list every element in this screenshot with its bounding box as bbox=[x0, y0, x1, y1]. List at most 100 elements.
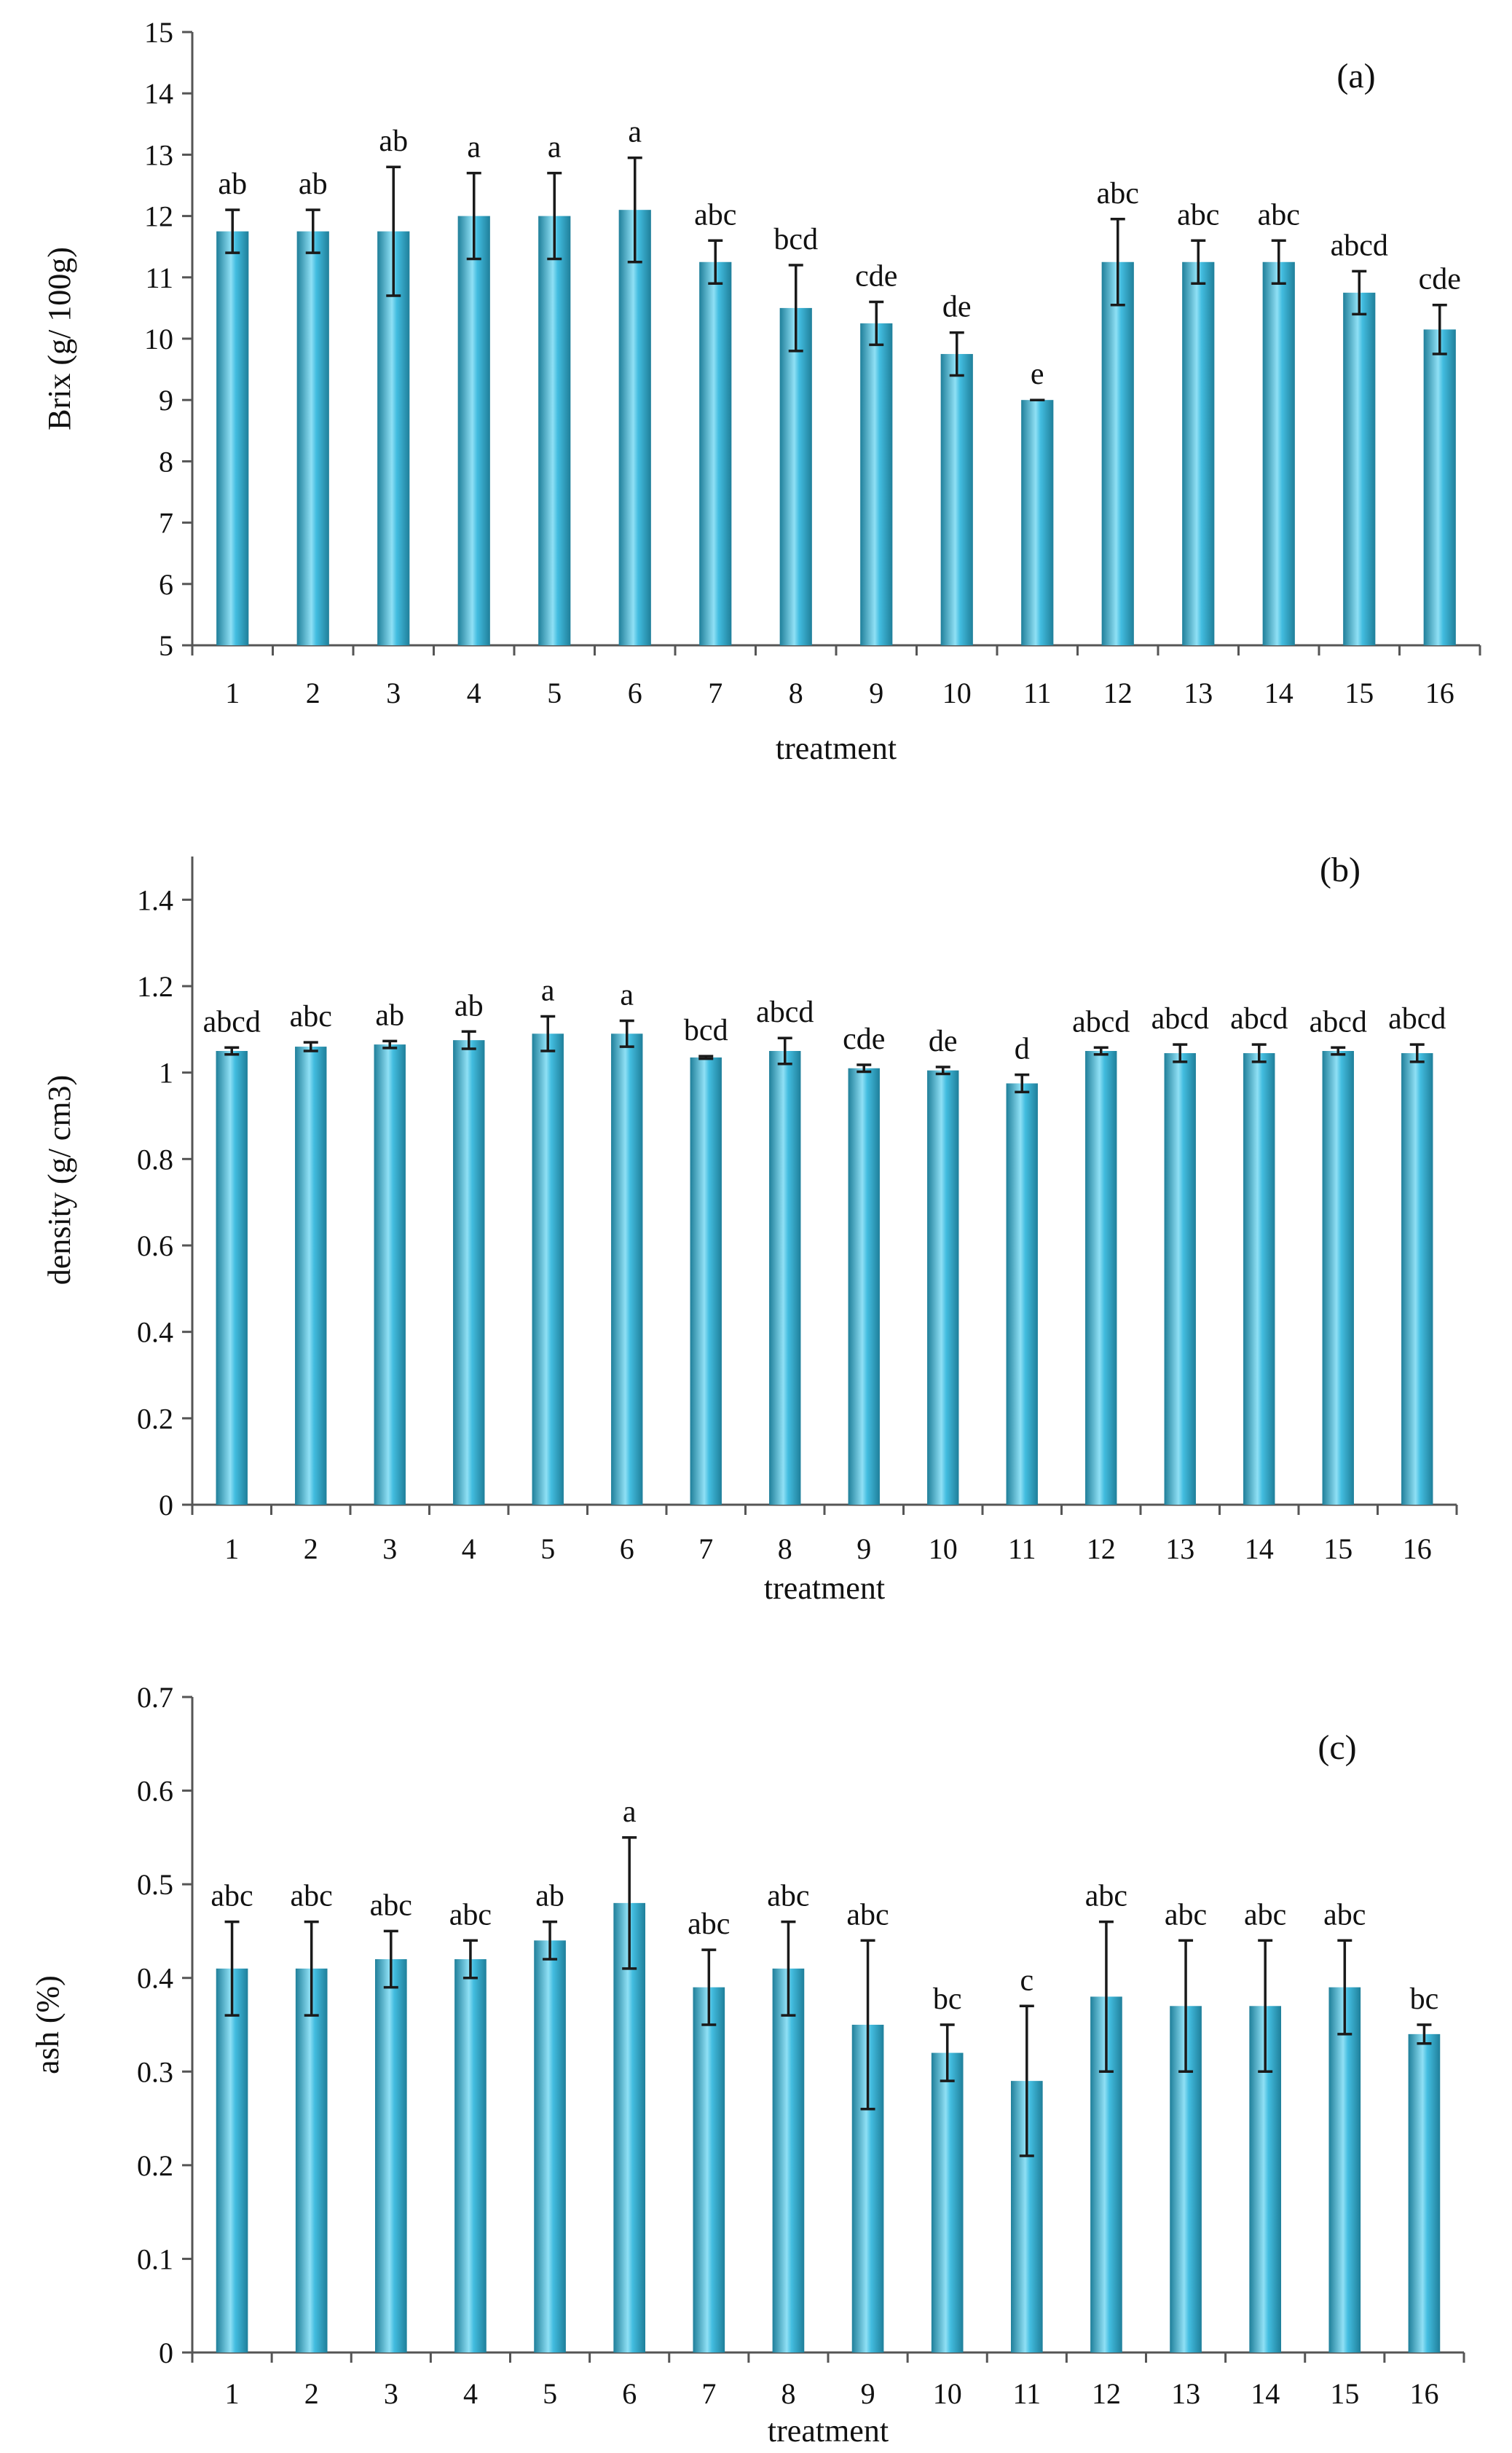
y-tick-label: 11 bbox=[145, 261, 173, 294]
significance-letter-a-16: cde bbox=[1419, 263, 1461, 296]
error-bar-b-5 bbox=[540, 1015, 556, 1052]
bar-c-16 bbox=[1408, 2033, 1441, 2352]
x-tick-label: 10 bbox=[933, 2377, 962, 2410]
bar-a-8 bbox=[779, 307, 812, 645]
y-tick-label: 12 bbox=[144, 200, 173, 233]
bar-a-14 bbox=[1262, 261, 1295, 645]
y-tick-label: 0.4 bbox=[137, 1962, 173, 1995]
significance-letter-b-10: de bbox=[929, 1025, 958, 1058]
x-tick-label: 14 bbox=[1264, 677, 1294, 709]
error-bar-b-16 bbox=[1409, 1043, 1425, 1063]
bar-b-13 bbox=[1164, 1052, 1196, 1505]
significance-letter-c-5: ab bbox=[535, 1880, 564, 1913]
bar-b-6 bbox=[611, 1033, 643, 1505]
error-bar-a-10 bbox=[949, 331, 964, 377]
error-bar-a-2 bbox=[305, 208, 320, 254]
significance-letter-a-3: ab bbox=[379, 125, 408, 158]
bar-b-9 bbox=[848, 1068, 880, 1505]
significance-letter-c-8: abc bbox=[767, 1880, 809, 1913]
significance-letter-b-12: abcd bbox=[1072, 1005, 1130, 1039]
y-tick-label: 0.5 bbox=[137, 1868, 173, 1901]
x-tick-label: 11 bbox=[1013, 2377, 1042, 2410]
y-tick-label: 8 bbox=[159, 445, 173, 478]
x-tick-label: 6 bbox=[628, 677, 642, 709]
x-tick-label: 14 bbox=[1251, 2377, 1280, 2410]
x-tick-label: 7 bbox=[708, 677, 722, 709]
bar-c-7 bbox=[693, 1987, 725, 2352]
significance-letter-b-16: abcd bbox=[1388, 1002, 1446, 1036]
bar-b-2 bbox=[295, 1047, 327, 1505]
bar-c-1 bbox=[216, 1968, 248, 2352]
bar-b-1 bbox=[216, 1051, 248, 1505]
error-bar-b-13 bbox=[1173, 1043, 1188, 1063]
x-axis-title: treatment bbox=[768, 2413, 889, 2449]
error-bar-c-7 bbox=[701, 1948, 717, 2026]
error-bar-b-10 bbox=[935, 1066, 950, 1076]
error-bar-b-9 bbox=[857, 1063, 872, 1074]
bar-a-11 bbox=[1021, 400, 1054, 645]
significance-letter-c-6: a bbox=[623, 1795, 637, 1829]
bar-a-9 bbox=[860, 323, 893, 645]
y-tick-label: 0.6 bbox=[137, 1229, 173, 1262]
x-tick-label: 12 bbox=[1103, 677, 1133, 709]
error-bar-c-13 bbox=[1178, 1939, 1194, 2074]
x-tick-label: 7 bbox=[701, 2377, 716, 2410]
error-bar-b-7 bbox=[698, 1055, 714, 1060]
significance-letter-c-1: abc bbox=[210, 1880, 253, 1913]
bar-b-15 bbox=[1322, 1051, 1354, 1505]
significance-letter-c-12: abc bbox=[1085, 1880, 1127, 1913]
significance-letter-b-4: ab bbox=[454, 989, 484, 1023]
x-tick-label: 9 bbox=[869, 677, 883, 709]
x-axis-title: treatment bbox=[764, 1570, 885, 1606]
x-tick-label: 16 bbox=[1409, 2377, 1438, 2410]
y-tick-label: 0 bbox=[159, 2336, 173, 2369]
x-tick-label: 1 bbox=[224, 1532, 239, 1565]
y-tick-label: 1.4 bbox=[137, 883, 173, 916]
error-bar-b-1 bbox=[224, 1046, 240, 1056]
significance-letter-c-13: abc bbox=[1165, 1898, 1207, 1932]
bar-c-6 bbox=[613, 1902, 646, 2352]
x-tick-label: 15 bbox=[1330, 2377, 1359, 2410]
error-bar-b-14 bbox=[1251, 1043, 1267, 1063]
bar-b-3 bbox=[374, 1044, 406, 1505]
error-bar-a-1 bbox=[225, 208, 240, 254]
bar-b-10 bbox=[927, 1070, 959, 1505]
significance-letter-b-11: d bbox=[1015, 1033, 1030, 1066]
error-bar-c-6 bbox=[622, 1836, 637, 1970]
error-bar-a-12 bbox=[1110, 218, 1125, 307]
bar-b-11 bbox=[1006, 1083, 1038, 1505]
error-bar-a-4 bbox=[466, 171, 481, 261]
x-tick-label: 9 bbox=[861, 2377, 875, 2410]
significance-letter-c-2: abc bbox=[291, 1880, 333, 1913]
bar-a-4 bbox=[457, 216, 490, 646]
x-tick-label: 9 bbox=[857, 1532, 871, 1565]
bar-c-4 bbox=[454, 1959, 487, 2352]
x-tick-label: 8 bbox=[789, 677, 803, 709]
x-tick-label: 2 bbox=[304, 1532, 318, 1565]
significance-letter-a-7: abc bbox=[694, 198, 736, 232]
significance-letter-b-1: abcd bbox=[203, 1005, 261, 1039]
y-axis-title: Brix (g/ 100g) bbox=[42, 247, 77, 430]
y-tick-label: 9 bbox=[159, 384, 173, 417]
significance-letter-c-15: abc bbox=[1323, 1898, 1366, 1932]
y-tick-label: 0.4 bbox=[137, 1316, 173, 1349]
x-tick-label: 15 bbox=[1344, 677, 1374, 709]
panel-label: (a) bbox=[1336, 57, 1375, 95]
significance-letter-a-1: ab bbox=[218, 168, 247, 201]
bar-c-2 bbox=[295, 1968, 328, 2352]
significance-letter-b-7: bcd bbox=[684, 1014, 728, 1047]
error-bar-b-15 bbox=[1331, 1046, 1346, 1056]
bar-a-15 bbox=[1343, 292, 1376, 645]
significance-letter-c-3: abc bbox=[370, 1889, 412, 1922]
error-bar-a-6 bbox=[627, 156, 642, 264]
significance-letter-a-14: abc bbox=[1258, 198, 1300, 232]
x-tick-label: 16 bbox=[1425, 677, 1454, 709]
x-tick-label: 8 bbox=[781, 2377, 795, 2410]
bar-a-5 bbox=[538, 216, 571, 646]
x-tick-label: 2 bbox=[304, 2377, 319, 2410]
significance-letter-c-7: abc bbox=[688, 1907, 730, 1941]
significance-letter-c-14: abc bbox=[1244, 1898, 1286, 1932]
bar-b-7 bbox=[690, 1057, 722, 1505]
error-bar-b-12 bbox=[1093, 1046, 1109, 1056]
